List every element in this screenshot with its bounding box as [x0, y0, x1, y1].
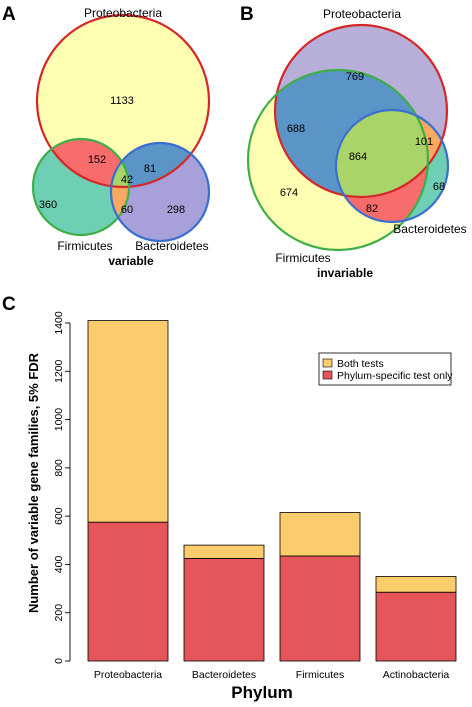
bar-bacteroidetes-phylum-specific — [183, 557, 265, 662]
venn-b-count-proteo-bacteroidetes: 101 — [415, 136, 433, 148]
venn-a-bacteroidetes-outline — [109, 141, 211, 243]
venn-b-label-proteobacteria: Proteobacteria — [323, 7, 401, 21]
venn-a-count-bacteroidetes-only: 298 — [167, 204, 185, 216]
panel-letter-b: B — [240, 4, 254, 25]
bar-bacteroidetes-both-tests — [183, 544, 265, 559]
venn-b-count-firmicutes-only: 674 — [280, 187, 298, 199]
y-tick-label: 0 — [53, 658, 65, 664]
x-tick-label: Actinobacteria — [383, 669, 450, 681]
y-axis-label: Number of variable gene families, 5% FDR — [26, 352, 41, 613]
y-tick-label: 400 — [53, 556, 65, 574]
venn-b-firmicutes-outline — [246, 68, 430, 252]
venn-b-count-proteo-only: 769 — [346, 71, 364, 83]
venn-a-count-proteo-firmicutes: 152 — [88, 154, 106, 166]
venn-b-count-proteo-firmicutes: 688 — [287, 123, 305, 135]
venn-a-count-proteo-only: 1133 — [110, 95, 134, 107]
venn-a-caption: variable — [108, 254, 154, 268]
venn-diagram-invariable: Proteobacteria Firmicutes Bacteroidetes … — [246, 7, 467, 280]
y-tick-label: 1200 — [53, 359, 65, 383]
venn-a-proteobacteria-outline — [35, 13, 211, 189]
bar-proteobacteria-phylum-specific — [87, 521, 169, 662]
venn-b-count-all-three: 864 — [349, 151, 367, 163]
panel-letter-c: C — [2, 294, 16, 315]
y-tick-label: 1400 — [53, 311, 65, 335]
bar-firmicutes-phylum-specific — [279, 555, 361, 662]
bar-actinobacteria-phylum-specific — [375, 591, 457, 662]
y-tick-label: 800 — [53, 459, 65, 477]
legend-swatch-phylum-specific — [322, 370, 333, 380]
venn-b-bacteroidetes-outline — [334, 108, 450, 224]
bar-group — [87, 320, 457, 662]
legend: Both tests Phylum-specific test only — [318, 352, 453, 386]
venn-a-label-proteobacteria: Proteobacteria — [84, 6, 162, 20]
venn-a-firmicutes-outline — [31, 137, 131, 237]
x-tick-label: Firmicutes — [296, 669, 344, 681]
y-tick-label: 1000 — [53, 408, 65, 432]
venn-a-count-proteo-bacteroidetes: 81 — [144, 163, 156, 175]
panel-letter-a: A — [2, 4, 16, 25]
bar-proteobacteria-both-tests — [87, 320, 169, 523]
stacked-bar-chart: Number of variable gene families, 5% FDR… — [26, 311, 457, 702]
venn-b-label-bacteroidetes: Bacteroidetes — [393, 222, 466, 236]
legend-box — [318, 352, 452, 386]
venn-a-count-firmicutes-bacteroidetes: 60 — [121, 204, 133, 216]
y-tick-label: 200 — [53, 604, 65, 622]
legend-label-both-tests: Both tests — [337, 358, 384, 370]
x-tick-label: Bacteroidetes — [192, 669, 256, 681]
y-tick-label: 600 — [53, 507, 65, 525]
legend-label-phylum-specific: Phylum-specific test only — [337, 370, 453, 382]
bar-firmicutes-both-tests — [279, 512, 361, 557]
venn-b-count-firmicutes-bacteroidetes: 82 — [366, 203, 378, 215]
x-axis-tick-labels: Proteobacteria Bacteroidetes Firmicutes Act… — [94, 669, 450, 681]
x-tick-label: Proteobacteria — [94, 669, 162, 681]
venn-diagram-variable: Proteobacteria Firmicutes Bacteroidetes … — [31, 6, 211, 268]
y-axis: 0 200 400 600 800 1000 1200 1400 — [53, 311, 71, 664]
venn-b-proteobacteria-outline — [273, 23, 449, 199]
legend-swatch-both-tests — [322, 358, 333, 368]
venn-a-label-bacteroidetes: Bacteroidetes — [135, 239, 208, 253]
venn-b-label-firmicutes: Firmicutes — [275, 251, 330, 265]
venn-b-caption: invariable — [317, 266, 373, 280]
venn-a-label-firmicutes: Firmicutes — [57, 239, 112, 253]
venn-a-count-firmicutes-only: 360 — [39, 199, 57, 211]
venn-a-count-all-three: 42 — [121, 174, 133, 186]
x-axis-label: Phylum — [231, 683, 292, 702]
venn-b-count-bacteroidetes-only: 68 — [433, 181, 445, 193]
bar-actinobacteria-both-tests — [375, 576, 457, 593]
